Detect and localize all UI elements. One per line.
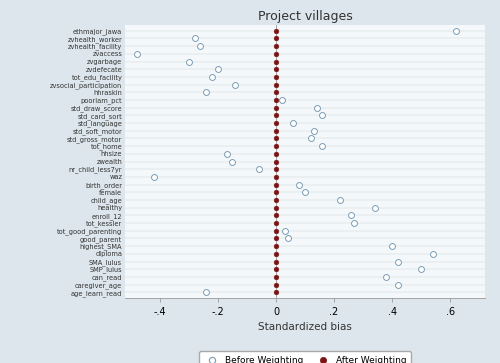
- Point: [272, 82, 280, 87]
- Point: [272, 59, 280, 65]
- Point: [202, 89, 210, 95]
- Point: [196, 43, 204, 49]
- Point: [272, 266, 280, 272]
- Point: [185, 59, 193, 65]
- Point: [272, 36, 280, 41]
- Point: [272, 51, 280, 57]
- Point: [318, 113, 326, 118]
- Point: [452, 28, 460, 34]
- Point: [272, 274, 280, 280]
- Point: [417, 266, 425, 272]
- Legend: Before Weighting, After Weighting: Before Weighting, After Weighting: [199, 351, 411, 363]
- Point: [284, 236, 292, 241]
- Point: [272, 251, 280, 257]
- Point: [272, 128, 280, 134]
- Point: [272, 135, 280, 141]
- Point: [208, 74, 216, 80]
- Point: [272, 182, 280, 188]
- Point: [428, 251, 436, 257]
- Point: [272, 197, 280, 203]
- Point: [272, 243, 280, 249]
- Point: [272, 189, 280, 195]
- Point: [232, 82, 239, 87]
- Point: [312, 105, 320, 111]
- Title: Project villages: Project villages: [258, 10, 352, 23]
- Point: [272, 143, 280, 149]
- Point: [214, 66, 222, 72]
- Point: [350, 220, 358, 226]
- Point: [222, 151, 230, 157]
- Point: [394, 282, 402, 287]
- Point: [382, 274, 390, 280]
- Point: [272, 166, 280, 172]
- Point: [272, 97, 280, 103]
- Point: [272, 74, 280, 80]
- Point: [272, 289, 280, 295]
- Point: [272, 43, 280, 49]
- Point: [190, 36, 198, 41]
- Point: [272, 151, 280, 157]
- Point: [295, 182, 303, 188]
- Point: [272, 174, 280, 180]
- Point: [290, 120, 298, 126]
- Point: [272, 236, 280, 241]
- Point: [280, 228, 288, 234]
- Point: [272, 105, 280, 111]
- X-axis label: Standardized bias: Standardized bias: [258, 322, 352, 332]
- Point: [370, 205, 378, 211]
- Point: [336, 197, 344, 203]
- Point: [388, 243, 396, 249]
- Point: [150, 174, 158, 180]
- Point: [272, 66, 280, 72]
- Point: [272, 205, 280, 211]
- Point: [254, 166, 262, 172]
- Point: [394, 258, 402, 264]
- Point: [272, 28, 280, 34]
- Point: [272, 258, 280, 264]
- Point: [202, 289, 210, 295]
- Point: [272, 159, 280, 164]
- Point: [272, 120, 280, 126]
- Point: [278, 97, 286, 103]
- Point: [132, 51, 140, 57]
- Point: [307, 135, 315, 141]
- Point: [272, 113, 280, 118]
- Point: [272, 212, 280, 218]
- Point: [318, 143, 326, 149]
- Point: [272, 228, 280, 234]
- Point: [272, 220, 280, 226]
- Point: [301, 189, 309, 195]
- Point: [310, 128, 318, 134]
- Point: [228, 159, 236, 164]
- Point: [348, 212, 356, 218]
- Point: [272, 89, 280, 95]
- Point: [272, 282, 280, 287]
